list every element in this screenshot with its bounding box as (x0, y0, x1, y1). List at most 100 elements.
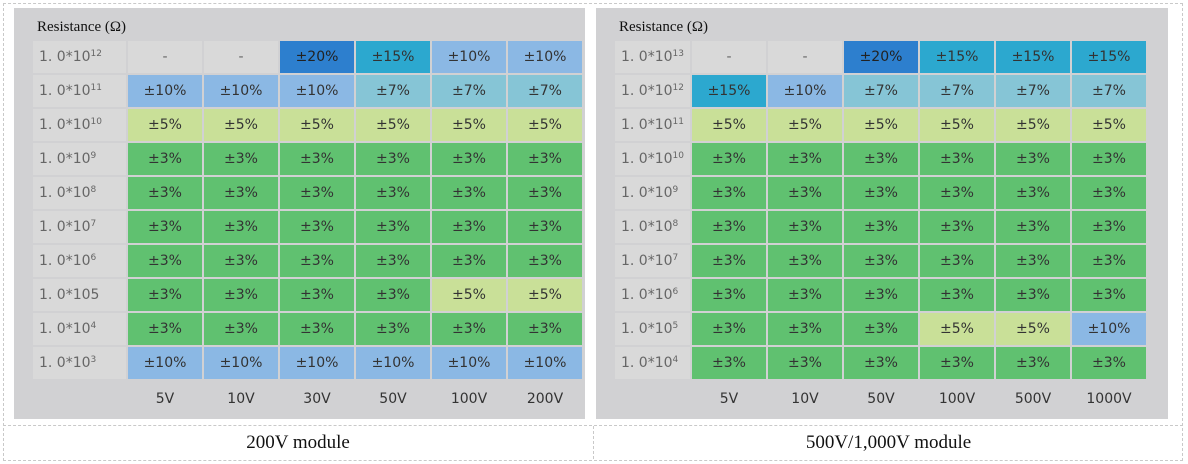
row-label-base: 1. 0*10 (39, 49, 91, 65)
row-label-base: 1. 0*10 (621, 253, 673, 269)
row-label-exponent: 12 (90, 49, 102, 59)
accuracy-cell: ±3% (432, 313, 506, 345)
row-label: 1. 0*10 10 (615, 143, 690, 175)
accuracy-cell: ±3% (1072, 279, 1146, 311)
accuracy-cell: ±5% (692, 109, 766, 141)
accuracy-cell: ±5% (920, 313, 994, 345)
row-label-exponent: 3 (90, 355, 97, 365)
accuracy-cell: ±10% (768, 75, 842, 107)
row-label: 1. 0*10 7 (33, 211, 126, 243)
accuracy-cell: ±3% (1072, 143, 1146, 175)
accuracy-table: 1. 0*10 13- - ±20% ±15% ±15% ±15% 1. 0*10 12 ±15%… (615, 41, 1146, 379)
accuracy-cell: ±3% (996, 211, 1070, 243)
accuracy-cell: ±5% (920, 109, 994, 141)
accuracy-cell: ±5% (432, 109, 506, 141)
row-label-base: 1. 0*10 (621, 49, 673, 65)
accuracy-cell: ±5% (128, 109, 202, 141)
accuracy-cell: ±3% (356, 245, 430, 277)
caption-200v-module: 200V module (246, 432, 350, 453)
row-label-base: 1. 0*10 (621, 151, 673, 167)
accuracy-cell: ±3% (996, 177, 1070, 209)
accuracy-cell: ±15% (920, 41, 994, 73)
accuracy-cell: ±10% (128, 347, 202, 379)
accuracy-cell: ±3% (920, 347, 994, 379)
accuracy-cell: ±10% (432, 347, 506, 379)
accuracy-cell: ±3% (508, 143, 582, 175)
accuracy-cell: ±3% (768, 279, 842, 311)
accuracy-cell: ±20% (844, 41, 918, 73)
accuracy-cell: ±20% (280, 41, 354, 73)
row-label-exponent: 7 (90, 219, 97, 229)
row-label-exponent: 5 (672, 321, 679, 331)
row-label-base: 1. 0*10 (621, 287, 673, 303)
column-label: 30V (303, 391, 331, 407)
row-label: 1. 0*10 10 (33, 109, 126, 141)
accuracy-cell: ±3% (280, 245, 354, 277)
row-label: 1. 0*10 11 (615, 109, 690, 141)
accuracy-cell: ±3% (508, 211, 582, 243)
figure-frame (3, 3, 1183, 461)
row-label-base: 1. 0*10 (621, 355, 673, 371)
accuracy-cell: ±3% (692, 177, 766, 209)
row-label-base: 1. 0*10 (621, 117, 673, 133)
row-label-base: 1. 0*10 (621, 185, 673, 201)
row-label-base: 1. 0*10 (39, 321, 91, 337)
row-label: 1. 0*10 6 (615, 279, 690, 311)
accuracy-cell: ±3% (432, 211, 506, 243)
accuracy-cell: ±3% (768, 347, 842, 379)
row-label-base: 1. 0*105 (39, 287, 100, 303)
accuracy-cell: ±3% (356, 143, 430, 175)
column-label: 10V (791, 391, 819, 407)
row-label: 1. 0*10 6 (33, 245, 126, 277)
caption-divider (593, 426, 594, 459)
accuracy-cell: ±3% (128, 177, 202, 209)
panel-title: Resistance (Ω) (619, 19, 709, 35)
accuracy-cell: ±10% (1072, 313, 1146, 345)
row-label-base: 1. 0*10 (621, 83, 673, 99)
accuracy-cell: ±10% (432, 41, 506, 73)
row-label-exponent: 11 (90, 83, 102, 93)
row-label-exponent: 7 (672, 253, 679, 263)
panel-title: Resistance (Ω) (37, 19, 127, 35)
column-label: 10V (227, 391, 255, 407)
row-label: 1. 0*10 7 (615, 245, 690, 277)
row-label-exponent: 6 (672, 287, 679, 297)
accuracy-cell: ±7% (844, 75, 918, 107)
accuracy-cell: ±10% (508, 41, 582, 73)
row-label-exponent: 9 (672, 185, 679, 195)
row-label-exponent: 4 (90, 321, 97, 331)
row-label: 1. 0*10 11 (33, 75, 126, 107)
accuracy-cell: ±5% (508, 279, 582, 311)
column-label: 50V (867, 391, 895, 407)
column-label: 5V (719, 391, 739, 407)
row-label: 1. 0*10 12 (33, 41, 126, 73)
accuracy-cell: - (204, 41, 278, 73)
row-label-exponent: 13 (672, 49, 684, 59)
accuracy-cell: ±3% (844, 347, 918, 379)
row-label: 1. 0*10 8 (33, 177, 126, 209)
accuracy-cell: ±3% (128, 313, 202, 345)
accuracy-cell: - (768, 41, 842, 73)
column-label: 200V (526, 391, 564, 407)
accuracy-cell: ±3% (844, 245, 918, 277)
accuracy-cell: ±5% (432, 279, 506, 311)
accuracy-cell: ±3% (692, 279, 766, 311)
row-label: 1. 0*10 3 (33, 347, 126, 379)
accuracy-cell: ±3% (508, 177, 582, 209)
row-label: 1. 0*10 8 (615, 211, 690, 243)
accuracy-cell: ±3% (996, 347, 1070, 379)
accuracy-cell: ±15% (356, 41, 430, 73)
accuracy-cell: ±7% (508, 75, 582, 107)
row-label: 1. 0*105 (33, 279, 126, 311)
accuracy-cell: ±3% (508, 245, 582, 277)
column-label: 500V (1014, 391, 1052, 407)
row-label: 1. 0*10 9 (33, 143, 126, 175)
accuracy-cell: ±5% (204, 109, 278, 141)
accuracy-cell: ±5% (1072, 109, 1146, 141)
row-label-base: 1. 0*10 (39, 355, 91, 371)
accuracy-cell: ±5% (356, 109, 430, 141)
accuracy-cell: ±3% (204, 279, 278, 311)
accuracy-cell: ±3% (920, 279, 994, 311)
row-label-base: 1. 0*10 (39, 83, 91, 99)
